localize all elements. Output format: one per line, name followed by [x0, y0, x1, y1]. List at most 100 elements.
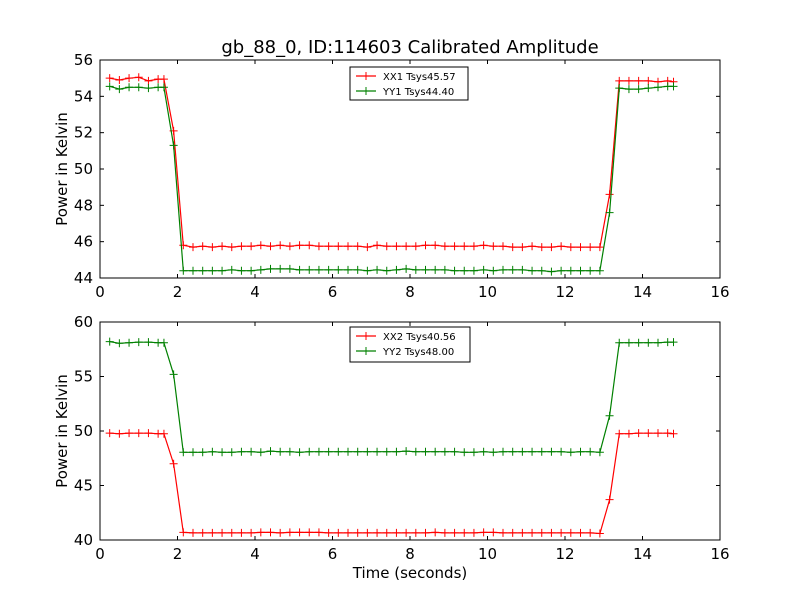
data-point: [669, 82, 678, 91]
data-point: [334, 447, 343, 456]
data-point: [566, 243, 575, 252]
data-point: [499, 265, 507, 274]
data-point: [537, 243, 546, 252]
legend-marker: [362, 347, 370, 355]
data-point: [576, 266, 585, 275]
data-point: [266, 264, 275, 273]
data-point: [528, 447, 537, 456]
y-tick-label: 56: [74, 51, 93, 69]
data-point: [411, 265, 420, 274]
data-point: [595, 529, 604, 538]
data-point: [644, 76, 653, 85]
x-tick-label: 6: [328, 283, 338, 301]
data-point: [576, 447, 585, 456]
data-point: [227, 448, 236, 457]
data-point: [489, 528, 498, 537]
data-point: [144, 76, 153, 85]
legend-marker: [362, 332, 370, 340]
data-point: [363, 243, 372, 252]
data-point: [134, 338, 143, 347]
data-point: [247, 528, 256, 537]
data-point: [469, 528, 478, 537]
data-point: [179, 528, 188, 537]
data-point: [334, 528, 343, 537]
data-point: [411, 242, 420, 251]
data-point: [276, 241, 285, 250]
data-point: [227, 243, 236, 252]
data-point: [237, 447, 246, 456]
data-point: [218, 448, 227, 457]
data-point: [450, 528, 459, 537]
x-tick-label: 12: [555, 545, 574, 563]
data-point: [324, 242, 333, 251]
data-point: [189, 243, 197, 252]
data-point: [353, 242, 362, 251]
x-tick-label: 10: [478, 283, 497, 301]
data-point: [576, 243, 585, 252]
data-point: [547, 447, 556, 456]
data-point: [256, 265, 265, 274]
data-point: [450, 242, 459, 251]
data-point: [586, 447, 595, 456]
data-point: [247, 242, 256, 251]
data-point: [334, 265, 343, 274]
data-point: [469, 448, 478, 457]
data-point: [324, 265, 333, 274]
data-point: [479, 447, 488, 456]
data-point: [479, 528, 488, 537]
data-point: [314, 447, 323, 456]
data-point: [528, 528, 537, 537]
data-point: [499, 242, 507, 251]
data-point: [218, 528, 227, 537]
legend-marker: [362, 72, 370, 80]
data-point: [276, 528, 285, 537]
data-point: [285, 264, 294, 273]
data-point: [105, 429, 114, 438]
data-point: [353, 528, 362, 537]
data-point: [528, 266, 537, 275]
x-tick-label: 16: [710, 283, 729, 301]
data-point: [105, 82, 114, 91]
data-point: [489, 448, 498, 457]
data-point: [634, 85, 643, 94]
data-point: [198, 242, 207, 251]
y-tick-label: 55: [74, 368, 93, 386]
data-point: [460, 266, 469, 275]
data-point: [189, 266, 197, 275]
data-point: [285, 242, 294, 251]
data-point: [276, 447, 285, 456]
data-point: [305, 265, 314, 274]
data-point: [431, 447, 440, 456]
data-point: [125, 338, 134, 347]
series-line: [109, 76, 674, 248]
data-point: [557, 528, 566, 537]
data-point: [421, 265, 430, 274]
data-point: [373, 528, 382, 537]
data-point: [508, 447, 517, 456]
data-point: [460, 242, 469, 251]
data-point: [469, 266, 478, 275]
data-point: [499, 528, 507, 537]
data-point: [566, 448, 575, 457]
x-tick-label: 8: [405, 545, 415, 563]
data-point: [547, 267, 556, 276]
data-point: [605, 495, 614, 504]
series-1: [105, 73, 678, 252]
data-point: [431, 265, 440, 274]
data-point: [605, 190, 614, 199]
data-point: [159, 338, 168, 347]
x-tick-label: 14: [633, 283, 652, 301]
data-point: [115, 429, 124, 438]
x-tick-label: 10: [478, 545, 497, 563]
data-point: [105, 337, 114, 346]
legend-marker: [362, 87, 370, 95]
data-point: [615, 76, 624, 85]
data-point: [431, 241, 440, 250]
data-point: [576, 528, 585, 537]
data-point: [392, 528, 401, 537]
data-point: [169, 370, 178, 379]
data-point: [586, 528, 595, 537]
x-axis-label: Time (seconds): [352, 564, 468, 582]
data-point: [134, 83, 143, 92]
x-tick-label: 16: [710, 545, 729, 563]
